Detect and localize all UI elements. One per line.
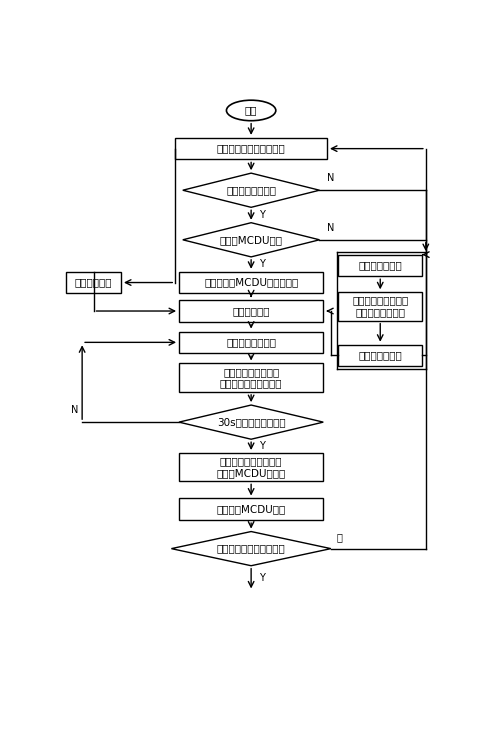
Text: 抑制另一部MCDU的查询命令: 抑制另一部MCDU的查询命令 bbox=[204, 278, 298, 288]
Bar bbox=[339, 255, 422, 276]
Bar bbox=[66, 272, 121, 293]
Text: 接收新的MCDU命令: 接收新的MCDU命令 bbox=[217, 505, 286, 514]
Text: 对故障进行存储: 对故障进行存储 bbox=[358, 351, 402, 360]
Bar bbox=[179, 332, 323, 353]
Text: 驻留在监控模式: 驻留在监控模式 bbox=[358, 260, 402, 270]
Bar bbox=[179, 272, 323, 293]
Bar bbox=[179, 453, 323, 482]
Text: N: N bbox=[327, 223, 335, 233]
Bar bbox=[179, 300, 323, 322]
Text: 否: 否 bbox=[337, 532, 343, 542]
Text: 发送转换后查询命令
到航电组件故障模拟器: 发送转换后查询命令 到航电组件故障模拟器 bbox=[220, 367, 282, 389]
Text: 进入交互模式: 进入交互模式 bbox=[232, 306, 270, 316]
Text: 系统上电，进入监控模式: 系统上电，进入监控模式 bbox=[217, 144, 286, 154]
Text: N: N bbox=[71, 406, 78, 415]
Bar bbox=[339, 345, 422, 366]
Text: 开始: 开始 bbox=[245, 106, 257, 115]
Bar bbox=[179, 499, 323, 520]
Text: 执行当前查询命令: 执行当前查询命令 bbox=[226, 337, 276, 347]
Text: 是否是交互模式退出命令: 是否是交互模式退出命令 bbox=[217, 544, 286, 554]
Text: 30s内是否有内容返回: 30s内是否有内容返回 bbox=[217, 417, 286, 427]
Text: Y: Y bbox=[259, 574, 265, 583]
Text: Y: Y bbox=[259, 210, 265, 220]
Text: Y: Y bbox=[259, 259, 265, 269]
Text: 清除抑制命令: 清除抑制命令 bbox=[75, 278, 112, 288]
Text: 是否有MCDU命令: 是否有MCDU命令 bbox=[220, 235, 283, 245]
Text: 检测航电组件故障模
拟器自动故障报告: 检测航电组件故障模 拟器自动故障报告 bbox=[352, 296, 408, 317]
Text: Y: Y bbox=[259, 441, 265, 451]
Text: N: N bbox=[327, 173, 335, 184]
Bar bbox=[179, 363, 323, 392]
Bar bbox=[175, 138, 327, 159]
Bar bbox=[339, 292, 422, 320]
Text: 是否处于地面状态: 是否处于地面状态 bbox=[226, 185, 276, 195]
Text: 将接收到的内容转换后
发送给MCDU模拟器: 将接收到的内容转换后 发送给MCDU模拟器 bbox=[217, 457, 286, 478]
